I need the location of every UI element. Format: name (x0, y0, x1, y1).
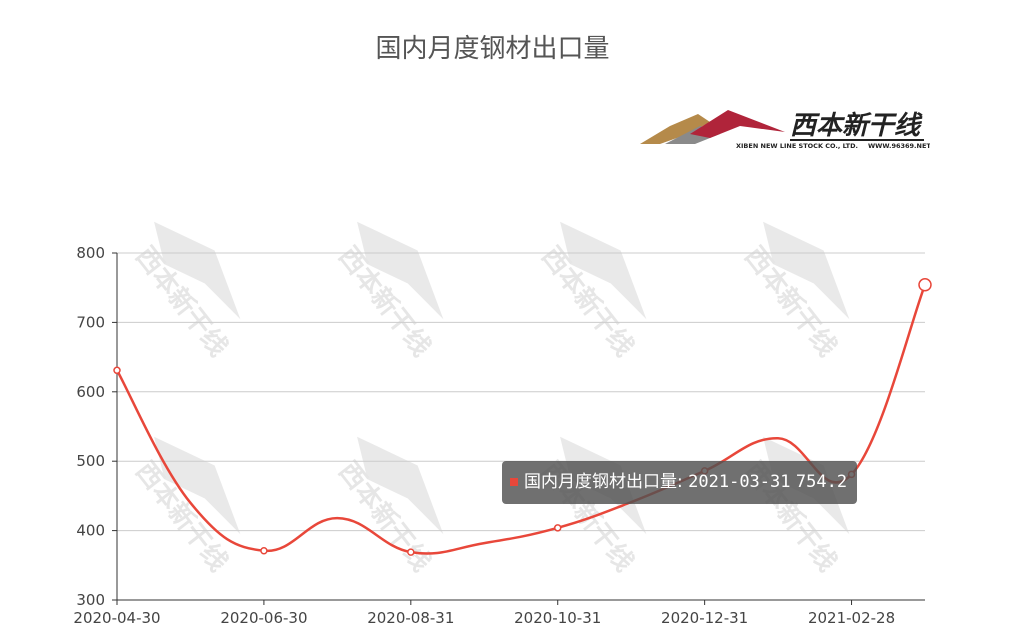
x-tick-label-2020-12-31: 2020-12-31 (661, 609, 748, 627)
watermark-0: 西本新干线 (129, 221, 241, 362)
tooltip-series-label: 国内月度钢材出口量: (524, 472, 683, 492)
watermark-2: 西本新干线 (535, 221, 647, 362)
company-logo: 西本新干线 XIBEN NEW LINE STOCK CO., LTD. WWW… (640, 110, 930, 150)
x-tick-label-2020-04-30: 2020-04-30 (73, 609, 160, 627)
data-point-2020-08-31 (407, 548, 415, 556)
watermark-5: 西本新干线 (332, 436, 444, 577)
logo-mountain-red (690, 110, 785, 138)
tooltip-series-marker (510, 478, 518, 486)
data-point-2021-03-31 (918, 278, 932, 292)
logo-name: 西本新干线 (790, 111, 923, 141)
y-tick-label-700: 700 (76, 313, 105, 331)
logo-subtitle: XIBEN NEW LINE STOCK CO., LTD. (736, 142, 858, 150)
tooltip-date: 2021-03-31 (688, 472, 791, 492)
tooltip-value: 754.2 (795, 472, 848, 492)
tooltip: 国内月度钢材出口量: 2021-03-31 754.2 (502, 461, 858, 504)
axes: 2020-04-30 2020-06-30 2020-08-31 2020-10-31… (73, 252, 925, 627)
data-point-2020-04-30 (113, 366, 121, 375)
logo-mountain-gold (640, 114, 710, 144)
watermark-3: 西本新干线 (738, 221, 850, 362)
watermark-1: 西本新干线 (332, 221, 444, 362)
y-tick-label-400: 400 (76, 522, 105, 540)
y-tick-label-300: 300 (76, 591, 105, 609)
logo-url: WWW.96369.NET (868, 142, 930, 150)
x-tick-label-2020-06-30: 2020-06-30 (220, 609, 307, 627)
x-tick-label-2020-10-31: 2020-10-31 (514, 609, 601, 627)
data-point-2020-06-30 (260, 546, 268, 555)
chart-title: 国内月度钢材出口量 (375, 34, 610, 64)
data-point-2020-10-31 (553, 524, 562, 532)
y-tick-label-800: 800 (76, 244, 105, 262)
x-tick-label-2021-02-28: 2021-02-28 (808, 609, 895, 627)
y-tick-label-500: 500 (76, 452, 105, 470)
watermark-4: 西本新干线 (129, 436, 241, 577)
x-tick-label-2020-08-31: 2020-08-31 (367, 609, 454, 627)
y-tick-label-600: 600 (76, 383, 105, 401)
